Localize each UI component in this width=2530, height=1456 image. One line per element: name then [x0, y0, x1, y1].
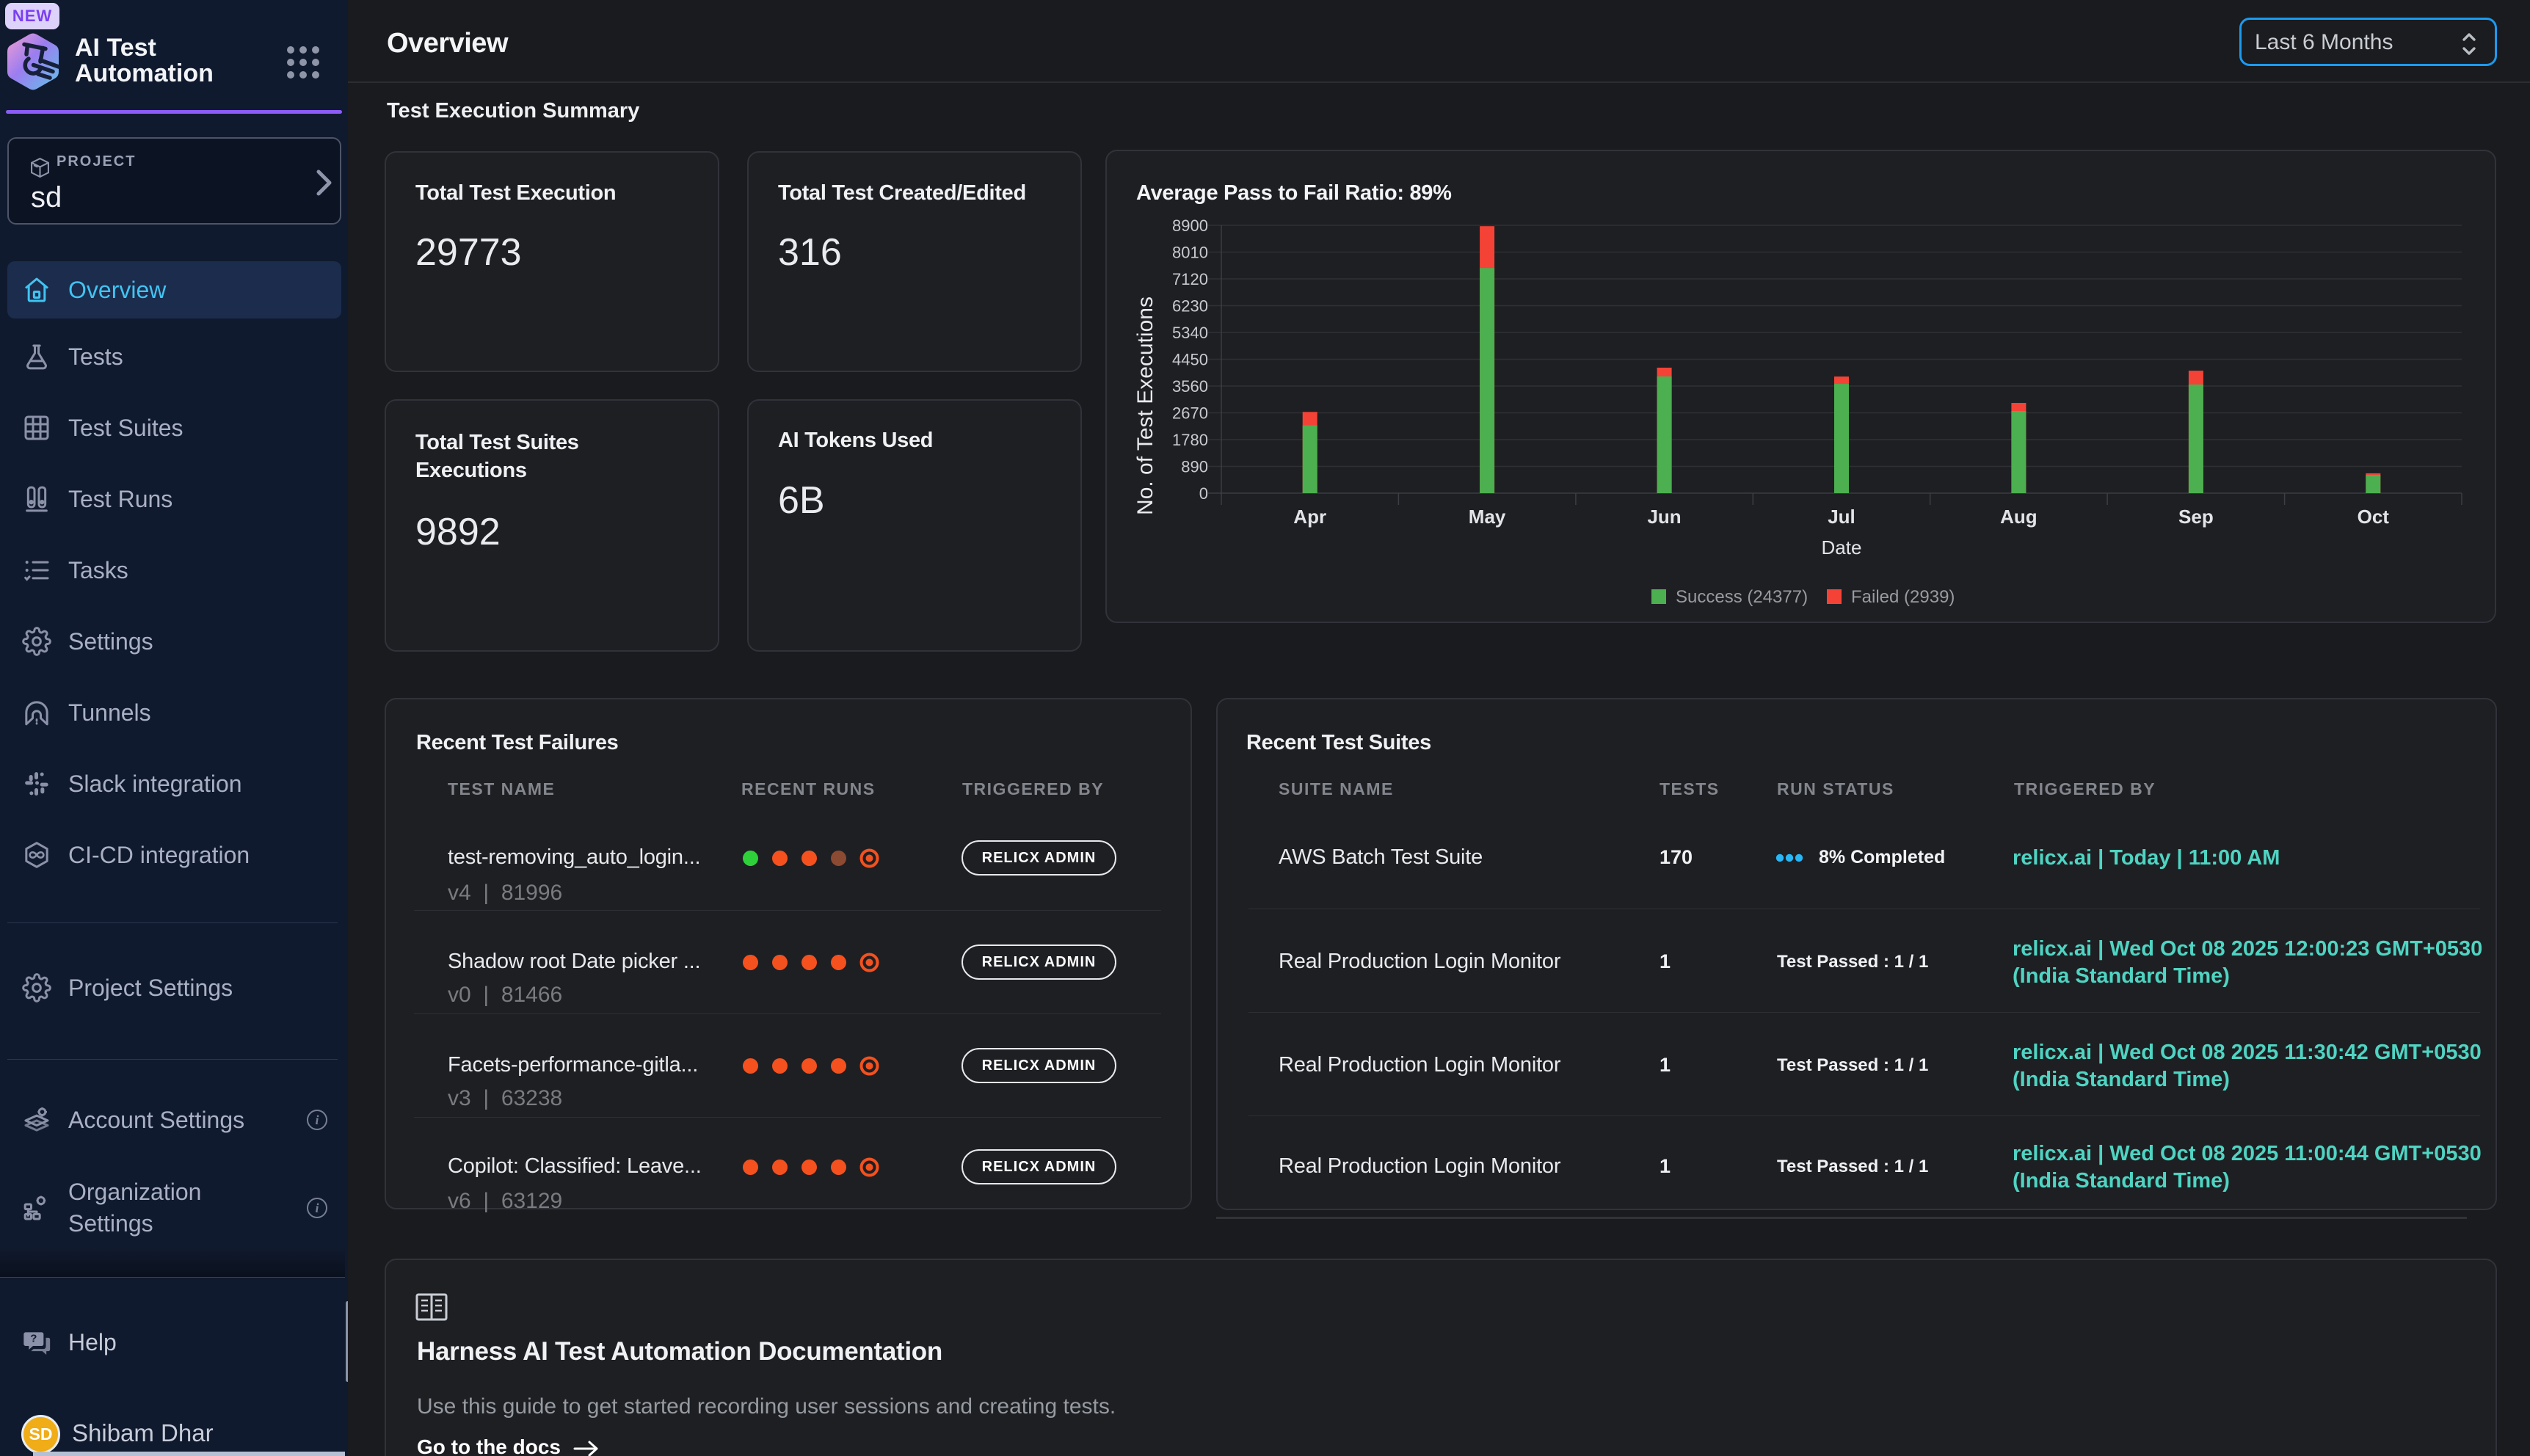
svg-text:Oct: Oct — [2358, 506, 2390, 528]
svg-text:Aug: Aug — [2000, 506, 2038, 528]
svg-text:8010: 8010 — [1172, 244, 1208, 262]
svg-text:Jul: Jul — [1828, 506, 1855, 528]
svg-text:Date: Date — [1822, 536, 1862, 558]
svg-text:1780: 1780 — [1172, 431, 1208, 449]
svg-text:?: ? — [30, 1332, 37, 1344]
svg-text:5340: 5340 — [1172, 324, 1208, 342]
svg-text:7120: 7120 — [1172, 270, 1208, 288]
svg-text:No. of Test Executions: No. of Test Executions — [1133, 296, 1157, 515]
svg-text:4450: 4450 — [1172, 351, 1208, 369]
svg-text:0: 0 — [1199, 484, 1208, 503]
svg-text:Apr: Apr — [1293, 506, 1326, 528]
svg-text:Failed (2939): Failed (2939) — [1851, 587, 1955, 607]
svg-text:May: May — [1469, 506, 1506, 528]
svg-text:6230: 6230 — [1172, 297, 1208, 316]
svg-text:890: 890 — [1181, 458, 1208, 476]
svg-text:Sep: Sep — [2178, 506, 2214, 528]
svg-text:8900: 8900 — [1172, 216, 1208, 235]
svg-text:Success (24377): Success (24377) — [1676, 587, 1808, 607]
svg-text:3560: 3560 — [1172, 377, 1208, 396]
svg-text:Jun: Jun — [1647, 506, 1681, 528]
svg-text:2670: 2670 — [1172, 404, 1208, 423]
